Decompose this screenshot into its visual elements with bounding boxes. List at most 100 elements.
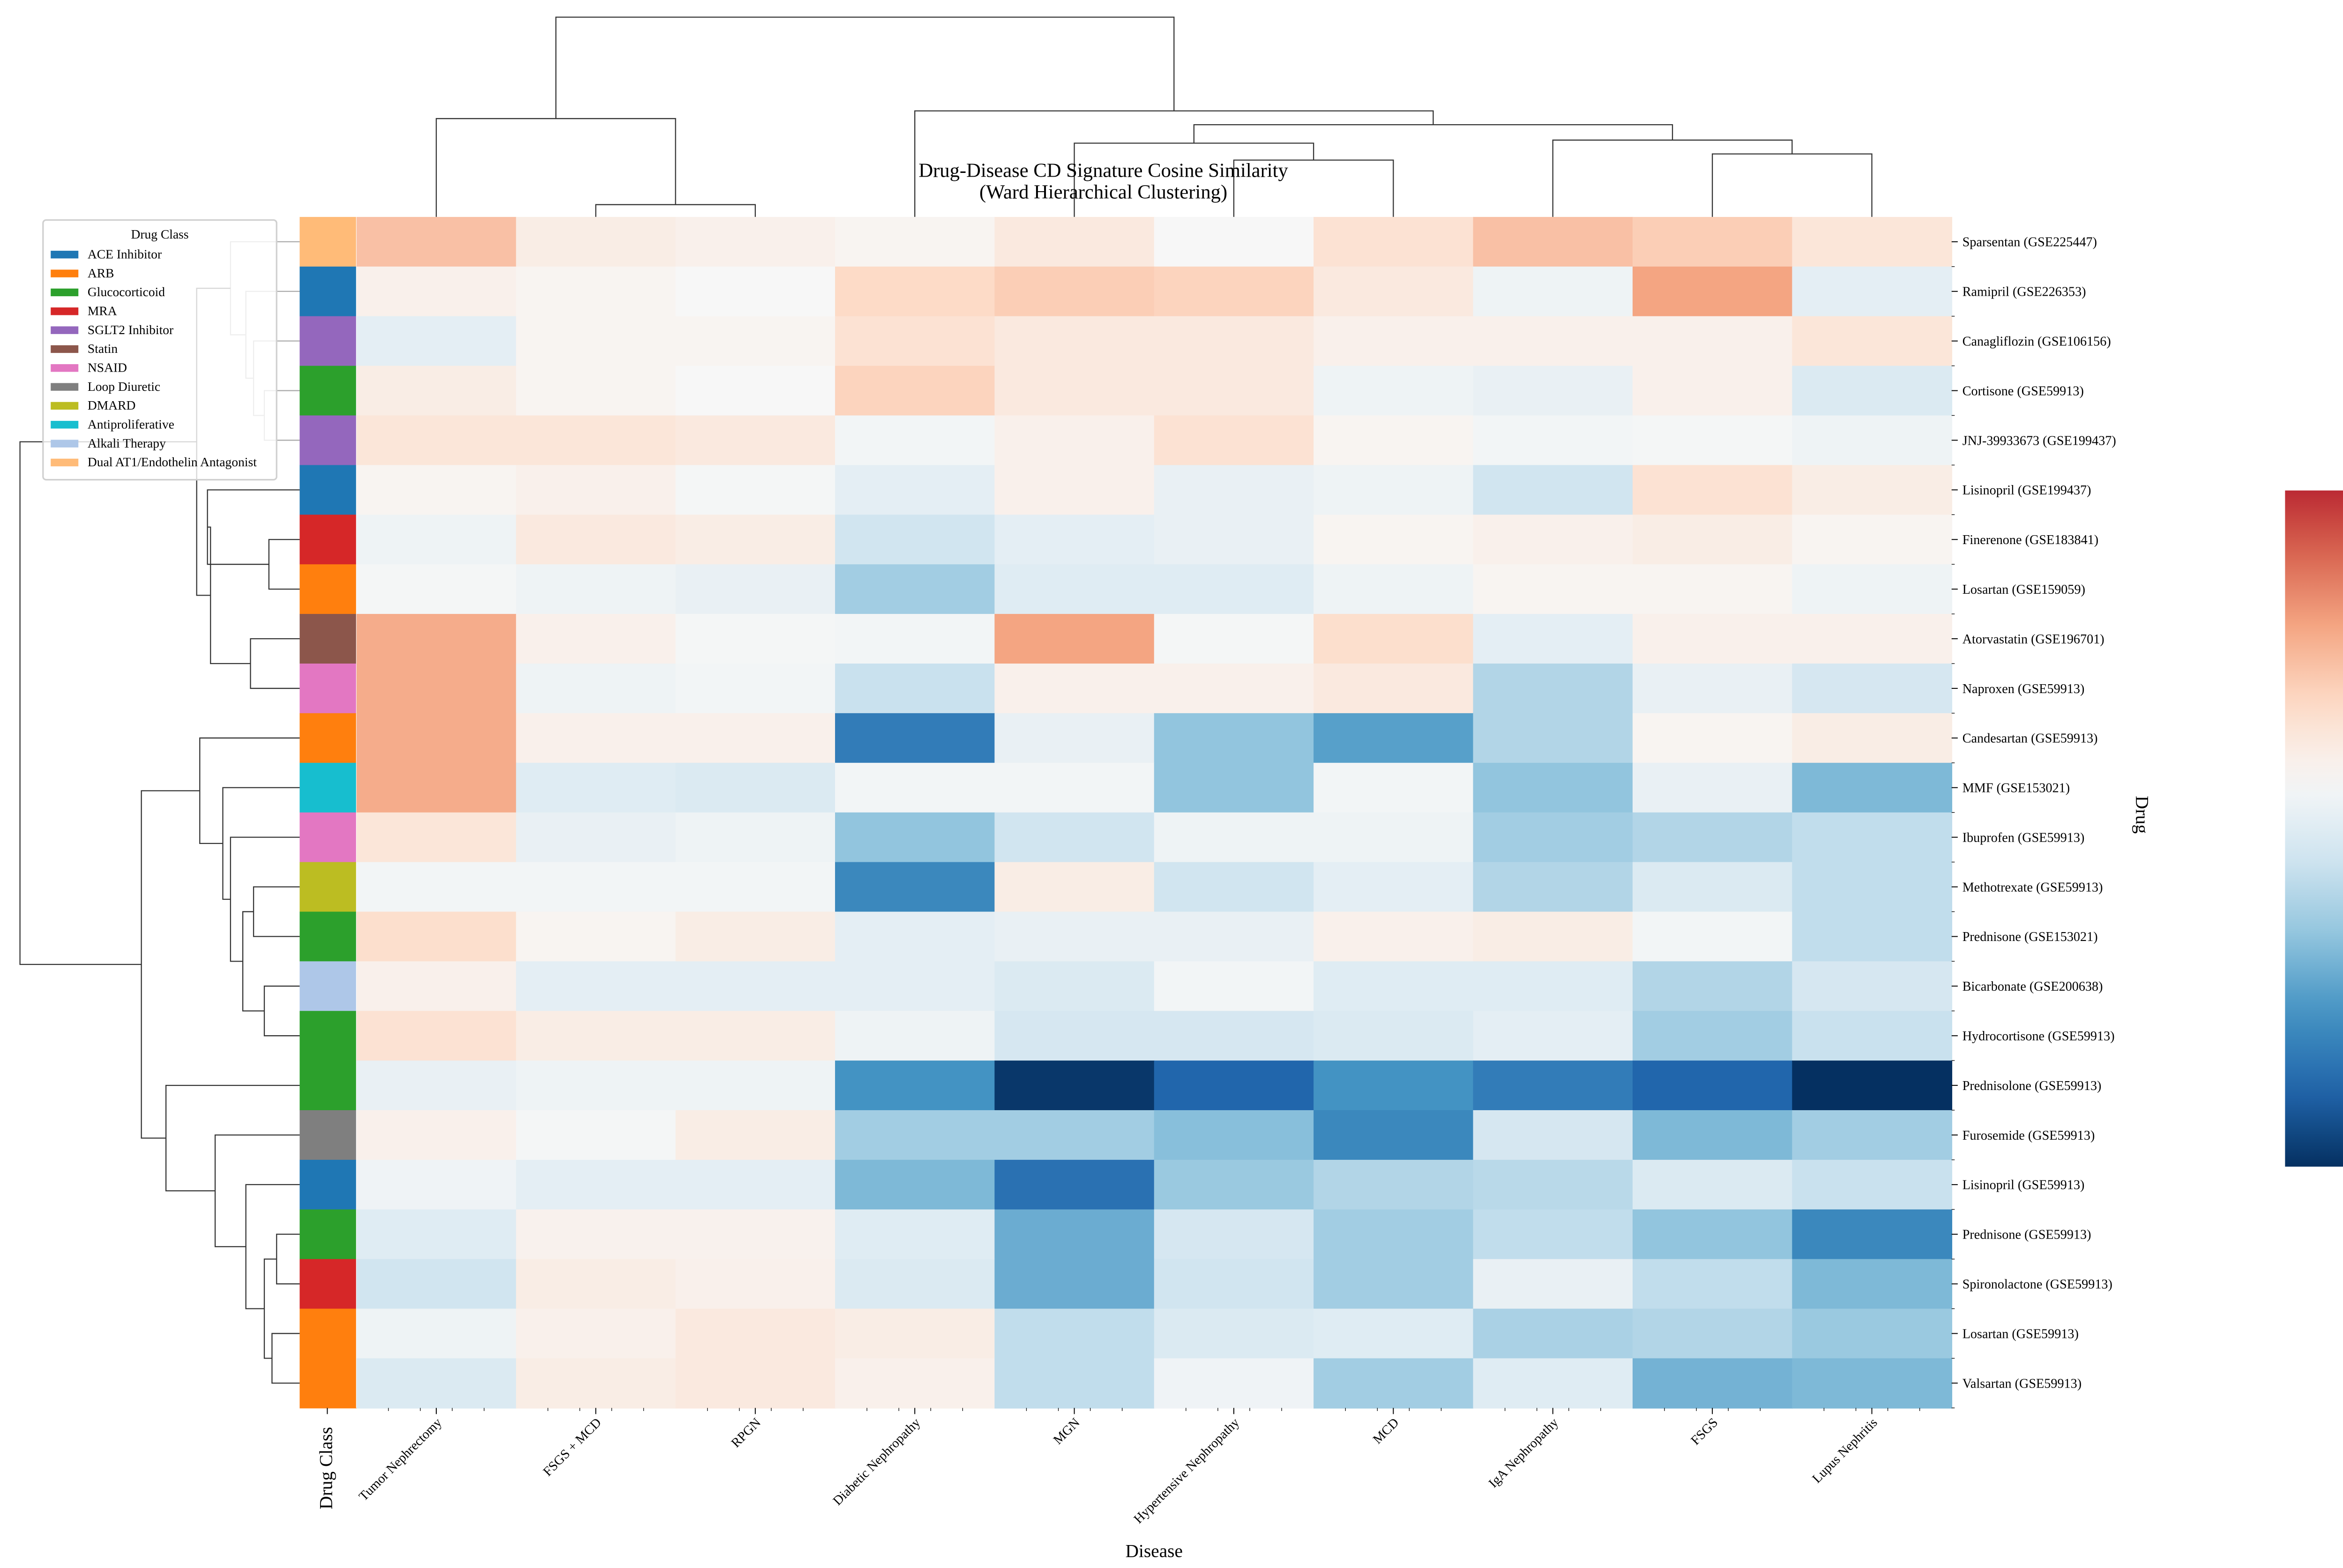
heatmap-cell xyxy=(675,1308,836,1359)
heatmap-cell xyxy=(1313,266,1474,317)
heatmap-cell xyxy=(1473,564,1634,615)
legend-entry-label: ARB xyxy=(88,266,114,280)
heatmap-cell xyxy=(1473,1308,1634,1359)
heatmap-cell xyxy=(1154,1159,1314,1210)
dendrogram-link xyxy=(199,737,300,844)
legend-entry-label: ACE Inhibitor xyxy=(88,246,162,261)
drug-class-cell xyxy=(299,762,357,813)
heatmap-cell xyxy=(1313,961,1474,1012)
heatmap-cell xyxy=(516,961,676,1012)
heatmap-cell xyxy=(1473,1159,1634,1210)
heatmap-cell xyxy=(1632,762,1793,813)
drug-class-cell xyxy=(299,515,357,565)
heatmap-cell xyxy=(1313,415,1474,466)
heatmap-cell xyxy=(1632,217,1793,268)
row-label: Finerenone (GSE183841) xyxy=(1962,533,2098,547)
dendrogram-link xyxy=(263,986,300,1037)
heatmap-cell xyxy=(1154,515,1314,565)
heatmap-cell xyxy=(1792,961,1953,1012)
heatmap-cell xyxy=(1632,1110,1793,1161)
row-label: Losartan (GSE159059) xyxy=(1962,582,2085,597)
column-labels: Tumor Nephrectomy FSGS + MCD RPGN Diabetic … xyxy=(356,1415,1880,1526)
legend-swatch xyxy=(51,421,79,429)
drug-class-cell xyxy=(299,266,357,317)
heatmap-cell xyxy=(1632,1259,1793,1309)
heatmap-cell xyxy=(1792,564,1953,615)
heatmap-cell xyxy=(675,217,836,268)
heatmap-cell xyxy=(356,614,517,665)
column-dendrogram xyxy=(435,16,1873,217)
drug-class-cell xyxy=(299,713,357,763)
column-label: FSGS xyxy=(1688,1415,1721,1448)
dendrogram-link xyxy=(207,489,300,565)
heatmap-cell xyxy=(356,266,517,317)
heatmap-cell xyxy=(1473,961,1634,1012)
dendrogram-link xyxy=(207,526,251,665)
heatmap-cell xyxy=(835,1259,995,1309)
legend-swatch xyxy=(51,345,79,353)
legend-entry-label: NSAID xyxy=(88,360,127,374)
heatmap-cell xyxy=(1792,316,1953,366)
legend-entry-label: SGLT2 Inhibitor xyxy=(88,322,173,337)
heatmap-cell xyxy=(835,1308,995,1359)
dendrogram-link xyxy=(595,204,756,217)
heatmap-cell xyxy=(516,812,676,863)
column-label: Diabetic Nephropathy xyxy=(830,1415,923,1508)
heatmap-cell xyxy=(516,762,676,813)
heatmap-cell xyxy=(1154,713,1314,764)
heatmap-cell xyxy=(1792,515,1953,565)
heatmap-cell xyxy=(1473,316,1634,366)
heatmap-cell xyxy=(675,614,836,665)
heatmap-cell xyxy=(356,465,517,515)
heatmap-cell xyxy=(1473,217,1634,268)
x-axis-label: Disease xyxy=(1126,1541,1183,1561)
column-label: Hypertensive Nephropathy xyxy=(1131,1415,1242,1526)
row-label: MMF (GSE153021) xyxy=(1962,781,2070,796)
row-label: Methotrexate (GSE59913) xyxy=(1962,880,2103,895)
chart-subtitle: (Ward Hierarchical Clustering) xyxy=(979,181,1227,203)
colorbar xyxy=(2285,490,2343,1167)
heatmap-cell xyxy=(1313,1358,1474,1409)
heatmap-cell xyxy=(1792,1159,1953,1210)
heatmap-cell xyxy=(1313,316,1474,366)
heatmap-cell xyxy=(1792,366,1953,416)
heatmap-cell xyxy=(356,1159,517,1210)
heatmap-cell xyxy=(1473,663,1634,714)
axis-ticks xyxy=(327,241,1958,1414)
heatmap-cell xyxy=(1313,1159,1474,1210)
drug-class-cell xyxy=(299,316,357,366)
legend-entry-label: Loop Diuretic xyxy=(88,379,160,394)
legend-swatch xyxy=(51,440,79,448)
heatmap-cell xyxy=(1154,1110,1314,1161)
heatmap-cell xyxy=(675,1011,836,1061)
heatmap-cell xyxy=(835,961,995,1012)
heatmap-cell xyxy=(1313,366,1474,416)
heatmap-cell xyxy=(1473,1209,1634,1260)
drug-class-cell xyxy=(299,465,357,515)
heatmap-cell xyxy=(516,415,676,466)
heatmap-cell xyxy=(835,1110,995,1161)
heatmap-cell xyxy=(1473,1060,1634,1111)
heatmap-cell xyxy=(1632,465,1793,515)
heatmap-cell xyxy=(1154,812,1314,863)
drug-class-cell xyxy=(299,1259,357,1309)
heatmap-cell xyxy=(1313,465,1474,515)
heatmap-cell xyxy=(1154,862,1314,912)
heatmap-cell xyxy=(835,316,995,366)
heatmap-cell xyxy=(1632,911,1793,962)
heatmap-cell xyxy=(994,465,1155,515)
heatmap-cell xyxy=(1473,1110,1634,1161)
heatmap-cell xyxy=(1154,961,1314,1012)
heatmap-cell xyxy=(1313,1308,1474,1359)
heatmap-cell xyxy=(1313,1209,1474,1260)
drug-class-cell xyxy=(299,366,357,416)
heatmap-cell xyxy=(1792,713,1953,764)
heatmap-cell xyxy=(1313,713,1474,764)
drug-class-cell xyxy=(299,911,357,962)
drug-class-color-strip xyxy=(299,217,357,1409)
heatmap-cell xyxy=(516,217,676,268)
legend-entry-label: Statin xyxy=(88,341,118,356)
heatmap-cell xyxy=(1632,961,1793,1012)
heatmap-cell xyxy=(675,564,836,615)
heatmap-cell xyxy=(356,1358,517,1409)
